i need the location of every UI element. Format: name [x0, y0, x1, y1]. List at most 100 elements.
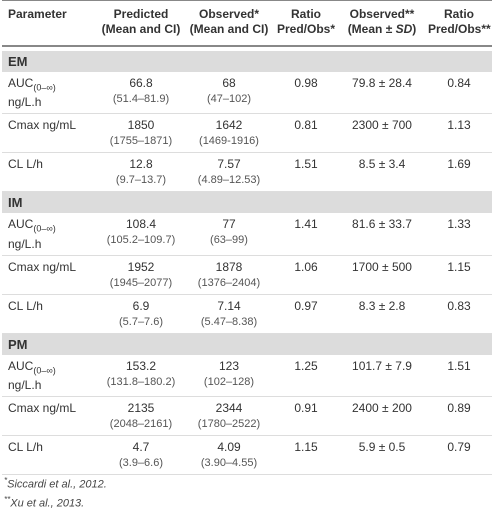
table-row: AUC(0–∞) ng/L.h 108.4 (105.2–109.7) 77 (63–99…: [2, 213, 492, 256]
value-cell: 0.97: [274, 294, 338, 334]
group-label: IM: [2, 191, 492, 214]
header-text: ): [412, 22, 417, 36]
parameter-name: AUC: [8, 217, 34, 232]
confidence-interval: (47–102): [206, 93, 252, 105]
confidence-interval: (5.7–7.6): [118, 315, 164, 328]
value-cell: 81.6 ± 33.7: [338, 213, 426, 256]
value-cell: 1.06: [274, 255, 338, 295]
value-cell: 1.41: [274, 213, 338, 256]
parameter-name: Cmax ng/mL: [8, 259, 77, 274]
value: 1.13: [447, 118, 471, 133]
value-cell: 153.2 (131.8–180.2): [98, 354, 184, 398]
value-cell: 1952 (1945–2077): [98, 255, 184, 295]
value-cell: 5.9 ± 0.5: [338, 435, 426, 476]
header-row: Parameter Predicted (Mean and CI) Observed*…: [2, 0, 492, 47]
value: 68: [222, 76, 236, 90]
table-row: Cmax ng/mL 2135 (2048–2161) 2344 (1780–2522)…: [2, 396, 492, 437]
parameter-name: AUC: [8, 76, 34, 90]
table-row: CL L/h 6.9 (5.7–7.6) 7.14 (5.47–8.38) 0.97 8.3…: [2, 294, 492, 334]
confidence-interval: (2048–2161): [109, 418, 173, 431]
header-text: Observed**: [349, 7, 415, 21]
value: 81.6 ± 33.7: [352, 217, 412, 232]
value: 2400 ± 200: [352, 401, 412, 416]
value: 8.5 ± 3.4: [358, 157, 406, 172]
value: 2344: [215, 401, 243, 416]
value: 0.98: [294, 76, 318, 90]
value: 1700 ± 500: [352, 259, 412, 274]
value-cell: 68 (47–102): [184, 72, 274, 115]
value-cell: 1850 (1755–1871): [98, 113, 184, 154]
parameter-unit: ng/L.h: [8, 95, 42, 110]
parameter-subscript: (0–∞): [33, 82, 56, 93]
value-cell: 1.69: [426, 152, 492, 193]
confidence-interval: (63–99): [210, 234, 248, 247]
value-cell: 2400 ± 200: [338, 396, 426, 437]
parameter-name: CL L/h: [8, 157, 43, 172]
confidence-interval: (4.89–12.53): [197, 174, 261, 187]
value-cell: 8.5 ± 3.4: [338, 152, 426, 193]
header-text: Pred/Obs*: [276, 22, 336, 36]
parameter-cell: Cmax ng/mL: [2, 396, 98, 437]
table-row: CL L/h 12.8 (9.7–13.7) 7.57 (4.89–12.53) 1.51…: [2, 152, 492, 193]
value-cell: 12.8 (9.7–13.7): [98, 152, 184, 193]
footnote: **Xu et al., 2013.: [4, 495, 84, 510]
value-cell: 101.7 ± 7.9: [338, 354, 426, 398]
header-text: Observed*: [198, 7, 260, 21]
parameter-name: Cmax ng/mL: [8, 401, 77, 416]
value: 8.3 ± 2.8: [358, 298, 406, 313]
value-cell: 6.9 (5.7–7.6): [98, 294, 184, 334]
value: 0.81: [294, 118, 318, 133]
value: 12.8: [129, 157, 153, 172]
group-row: EM: [2, 51, 492, 72]
value-cell: 1.51: [426, 354, 492, 398]
confidence-interval: (1755–1871): [109, 135, 173, 148]
value: 0.89: [447, 401, 471, 416]
confidence-interval: (51.4–81.9): [112, 93, 170, 105]
confidence-interval: (9.7–13.7): [115, 174, 167, 187]
header-text: Pred/Obs**: [428, 22, 491, 36]
footnote-text: Siccardi et al., 2012.: [7, 478, 107, 491]
value-cell: 2135 (2048–2161): [98, 396, 184, 437]
value-cell: 77 (63–99): [184, 213, 274, 256]
value: 101.7 ± 7.9: [352, 358, 412, 373]
parameter-cell: Cmax ng/mL: [2, 113, 98, 154]
value-cell: 1.25: [274, 354, 338, 398]
value: 1642: [215, 118, 243, 133]
value-cell: 7.57 (4.89–12.53): [184, 152, 274, 193]
parameter-cell: AUC(0–∞) ng/L.h: [2, 72, 98, 115]
parameter-name: CL L/h: [8, 298, 43, 313]
value: 1.51: [294, 157, 318, 172]
confidence-interval: (1469-1916): [199, 135, 259, 148]
table-body: EM AUC(0–∞) ng/L.h 66.8 (51.4–81.9) 68 (47–102…: [2, 46, 492, 476]
parameter-cell: CL L/h: [2, 294, 98, 334]
confidence-interval: (3.9–6.6): [118, 457, 164, 470]
data-table: Parameter Predicted (Mean and CI) Observed*…: [2, 0, 492, 476]
column-header: Ratio Pred/Obs**: [426, 0, 492, 47]
header-text: Parameter: [8, 7, 67, 21]
parameter-name: CL L/h: [8, 440, 43, 455]
value: 1850: [127, 118, 155, 133]
value: 1952: [127, 259, 155, 274]
parameter-name: Cmax ng/mL: [8, 118, 77, 133]
value: 7.14: [217, 298, 241, 313]
header-text: Ratio: [291, 7, 321, 21]
value: 79.8 ± 28.4: [352, 76, 412, 90]
header-text: SD: [395, 22, 413, 36]
value-cell: 0.84: [426, 72, 492, 115]
header-text: (Mean ±: [347, 22, 396, 36]
column-header: Predicted (Mean and CI): [98, 0, 184, 47]
parameter-name: AUC: [8, 358, 34, 373]
parameter-subscript: (0–∞): [33, 365, 56, 376]
value-cell: 4.7 (3.9–6.6): [98, 435, 184, 476]
value: 1.25: [294, 358, 318, 373]
value: 1.33: [447, 217, 471, 232]
parameter-subscript: (0–∞): [33, 223, 56, 234]
value: 2300 ± 700: [352, 118, 412, 133]
parameter-unit: ng/L.h: [8, 236, 42, 251]
value-cell: 1.33: [426, 213, 492, 256]
value-cell: 1878 (1376–2404): [184, 255, 274, 295]
value: 2135: [127, 401, 155, 416]
value: 0.97: [294, 298, 318, 313]
table-row: AUC(0–∞) ng/L.h 66.8 (51.4–81.9) 68 (47–102) 0…: [2, 72, 492, 115]
